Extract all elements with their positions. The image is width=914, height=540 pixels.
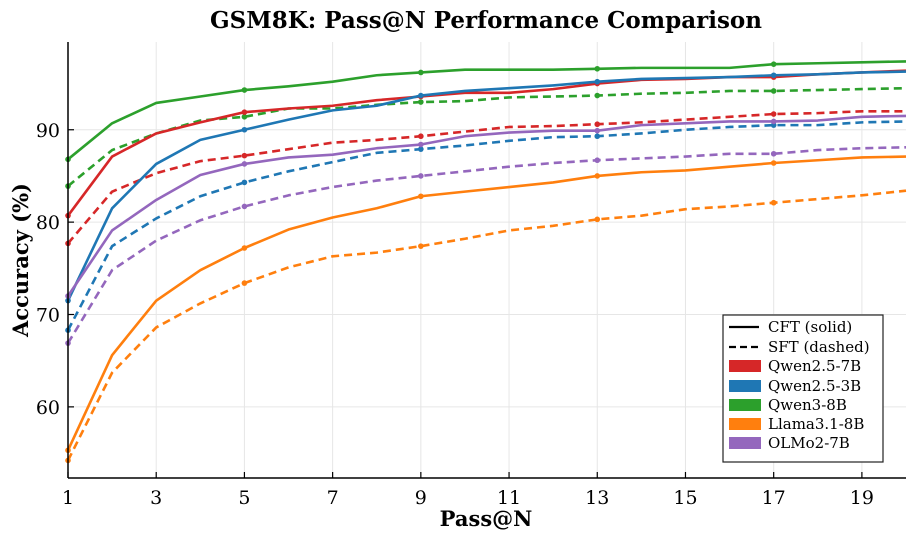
series-llama3.1-8b-cft — [65, 155, 907, 454]
data-point — [770, 72, 777, 79]
data-point — [241, 87, 248, 93]
legend-label-qwen2.5-3b: Qwen2.5-3B — [768, 377, 861, 395]
series-line-qwen2.5-7b-cft — [66, 69, 907, 217]
data-point — [418, 92, 424, 99]
data-point — [241, 114, 248, 120]
data-point — [241, 280, 248, 286]
series-qwen3-8b-sft — [65, 86, 907, 189]
data-point — [594, 216, 601, 223]
x-tick-label: 1 — [62, 487, 74, 509]
data-point — [241, 161, 248, 167]
y-axis-label: Accuracy (%) — [8, 183, 33, 338]
x-tick-label: 15 — [673, 487, 697, 509]
data-point — [594, 173, 601, 179]
data-point — [241, 179, 248, 186]
legend-swatch-llama3.1-8b — [729, 418, 761, 430]
series-olmo2-7b-sft — [65, 146, 907, 346]
data-point — [241, 109, 248, 116]
legend-swatch-olmo2-7b — [729, 437, 761, 449]
grid — [67, 42, 906, 478]
chart-title: GSM8K: Pass@N Performance Comparison — [210, 7, 762, 34]
y-tick-label: 70 — [36, 305, 60, 327]
data-point — [418, 193, 424, 200]
y-tick-label: 80 — [36, 212, 60, 234]
series-group — [65, 60, 907, 464]
x-tick-label: 5 — [238, 487, 250, 509]
series-line-llama3.1-8b-sft — [66, 189, 907, 462]
legend-swatch-qwen2.5-3b — [729, 380, 761, 392]
series-llama3.1-8b-sft — [65, 189, 907, 464]
legend-label-qwen2.5-7b: Qwen2.5-7B — [768, 357, 861, 375]
x-tick-label: 13 — [585, 487, 609, 509]
x-tick-label: 7 — [327, 487, 339, 509]
legend-label-llama3.1-8b: Llama3.1-8B — [768, 415, 864, 433]
data-point — [418, 173, 424, 179]
x-tick-label: 11 — [497, 487, 521, 509]
x-axis-label: Pass@N — [440, 506, 533, 531]
data-point — [594, 157, 601, 164]
legend: CFT (solid) SFT (dashed) Qwen2.5-7B Qwen… — [722, 314, 884, 463]
data-point — [770, 88, 777, 94]
data-point — [770, 111, 777, 117]
data-point — [241, 126, 248, 133]
y-tick-label: 90 — [36, 120, 60, 142]
series-line-qwen2.5-3b-sft — [66, 120, 907, 331]
data-point — [594, 133, 601, 140]
series-line-qwen2.5-3b-cft — [66, 70, 907, 302]
data-point — [594, 127, 601, 134]
legend-label-qwen3-8b: Qwen3-8B — [768, 396, 847, 414]
x-tick-label: 19 — [850, 487, 874, 509]
series-line-qwen3-8b-sft — [67, 86, 907, 188]
series-qwen2.5-3b-cft — [65, 70, 907, 304]
data-point — [418, 133, 424, 140]
data-point — [418, 243, 424, 249]
data-point — [241, 152, 248, 159]
data-point — [770, 118, 777, 125]
data-point — [418, 99, 424, 105]
series-qwen3-8b-cft — [65, 60, 907, 163]
series-line-qwen2.5-7b-sft — [67, 109, 906, 245]
x-tick-label: 9 — [415, 487, 427, 509]
legend-label-cft: CFT (solid) — [768, 318, 852, 336]
data-point — [241, 245, 248, 251]
y-tick-label: 60 — [36, 397, 60, 419]
series-line-qwen3-8b-cft — [67, 60, 907, 161]
data-point — [594, 78, 601, 85]
data-point — [418, 141, 424, 148]
data-point — [770, 199, 777, 206]
data-point — [241, 203, 248, 210]
legend-label-sft: SFT (dashed) — [768, 338, 870, 356]
series-qwen2.5-7b-sft — [65, 109, 906, 247]
series-olmo2-7b-cft — [65, 114, 907, 299]
data-point — [770, 61, 777, 67]
data-point — [594, 92, 601, 99]
x-tick-label: 3 — [150, 487, 162, 509]
legend-label-olmo2-7b: OLMo2-7B — [768, 434, 850, 452]
data-point — [418, 69, 424, 76]
data-point — [418, 146, 424, 152]
data-point — [770, 150, 777, 157]
x-tick-label: 17 — [762, 487, 786, 509]
legend-swatch-qwen3-8b — [729, 399, 761, 411]
series-line-olmo2-7b-cft — [66, 114, 907, 297]
series-line-olmo2-7b-sft — [66, 146, 907, 344]
series-line-llama3.1-8b-cft — [66, 155, 907, 451]
data-point — [594, 121, 601, 128]
data-point — [770, 160, 777, 166]
data-point — [594, 65, 601, 72]
legend-swatch-qwen2.5-7b — [729, 360, 761, 372]
